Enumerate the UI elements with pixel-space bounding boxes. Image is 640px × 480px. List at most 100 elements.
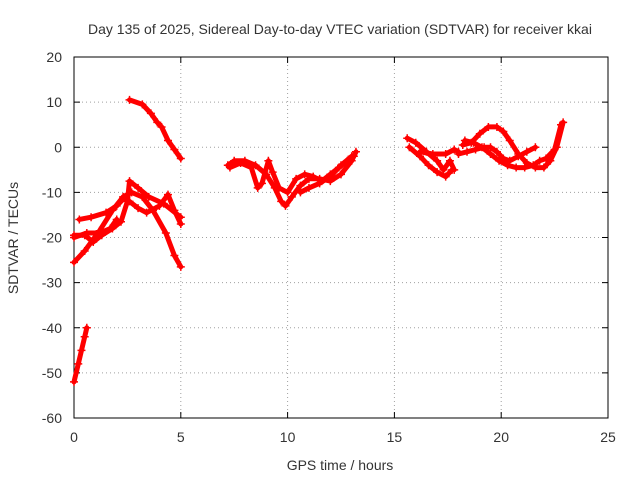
data-point [550, 145, 559, 154]
data-point [112, 215, 121, 224]
series-track [460, 119, 566, 171]
data-point [75, 215, 84, 224]
data-point [236, 159, 245, 168]
data-point [264, 156, 273, 165]
data-point [337, 161, 345, 170]
data-point [539, 163, 548, 172]
data-point [283, 188, 292, 197]
data-point [416, 147, 425, 156]
data-point [337, 170, 345, 179]
data-point [512, 163, 521, 172]
data-point [95, 228, 104, 237]
data-point [138, 192, 147, 201]
data-point [257, 179, 266, 188]
data-series-track-g [125, 95, 185, 163]
data-point [522, 147, 531, 156]
x-tick-label: 0 [70, 429, 78, 445]
data-point [535, 156, 544, 165]
data-point [163, 136, 172, 145]
data-point [275, 183, 284, 192]
data-point [161, 228, 170, 237]
data-series-track-j [296, 152, 356, 197]
data-point [176, 219, 185, 228]
data-point [529, 161, 538, 170]
data-point [411, 138, 420, 147]
data-point [450, 145, 459, 154]
data-point [142, 208, 151, 217]
y-tick-label: -10 [42, 184, 62, 200]
data-point [542, 154, 551, 163]
y-tick-label: -60 [42, 410, 62, 426]
data-point [503, 161, 512, 170]
data-point [281, 201, 290, 210]
data-point [300, 170, 309, 179]
data-point [287, 192, 296, 201]
series-track [225, 149, 359, 209]
data-point [116, 217, 125, 226]
y-tick-label: -40 [42, 320, 62, 336]
data-point [82, 323, 91, 332]
data-point [176, 262, 185, 271]
data-point [326, 172, 335, 181]
data-series-track-d [70, 188, 185, 271]
data-point [477, 143, 486, 152]
data-series-track-p [460, 120, 566, 172]
data-point [253, 183, 262, 192]
data-point [77, 346, 86, 355]
data-point [445, 156, 454, 165]
data-point [351, 147, 360, 156]
data-point [441, 150, 450, 159]
data-point [475, 129, 484, 138]
data-point [315, 179, 324, 188]
data-point [157, 122, 166, 131]
data-point [277, 197, 286, 206]
data-point [486, 143, 495, 152]
data-point [469, 138, 478, 147]
data-point [458, 140, 467, 149]
data-point [471, 145, 480, 154]
data-series-track-k [403, 134, 459, 174]
data-point [460, 136, 469, 145]
data-point [557, 120, 566, 129]
x-axis-label: GPS time / hours [287, 457, 394, 473]
data-layer [70, 95, 568, 386]
data-point [428, 150, 437, 159]
data-point [153, 118, 162, 127]
data-series-track-m [416, 145, 463, 159]
data-point [127, 188, 136, 197]
data-point [296, 181, 305, 190]
data-series-track-a [70, 323, 91, 386]
y-tick-label: 10 [46, 94, 62, 110]
data-point [495, 156, 504, 165]
data-point [80, 332, 89, 341]
data-point [484, 122, 493, 131]
data-point [546, 156, 555, 165]
x-tick-label: 20 [493, 429, 509, 445]
data-point [463, 147, 472, 156]
chart-title: Day 135 of 2025, Sidereal Day-to-day VTE… [88, 21, 592, 37]
data-point [505, 136, 514, 145]
data-point [247, 163, 256, 172]
data-point [125, 95, 134, 104]
data-point [80, 247, 89, 256]
data-point [492, 147, 501, 156]
data-point [170, 206, 179, 215]
y-tick-label: -30 [42, 275, 62, 291]
y-tick-label: 20 [46, 49, 62, 65]
data-point [251, 161, 260, 170]
x-tick-label: 5 [177, 429, 185, 445]
data-point [403, 134, 412, 143]
data-series-track-o [458, 118, 568, 172]
data-point [119, 192, 128, 201]
data-point [424, 161, 433, 170]
data-point [347, 152, 356, 161]
data-point [520, 163, 529, 172]
data-point [70, 258, 78, 267]
data-point [304, 183, 313, 192]
data-point [292, 174, 301, 183]
series-track [297, 153, 355, 195]
data-series-track-l [405, 143, 457, 181]
data-point [439, 165, 448, 174]
data-point [492, 122, 501, 131]
